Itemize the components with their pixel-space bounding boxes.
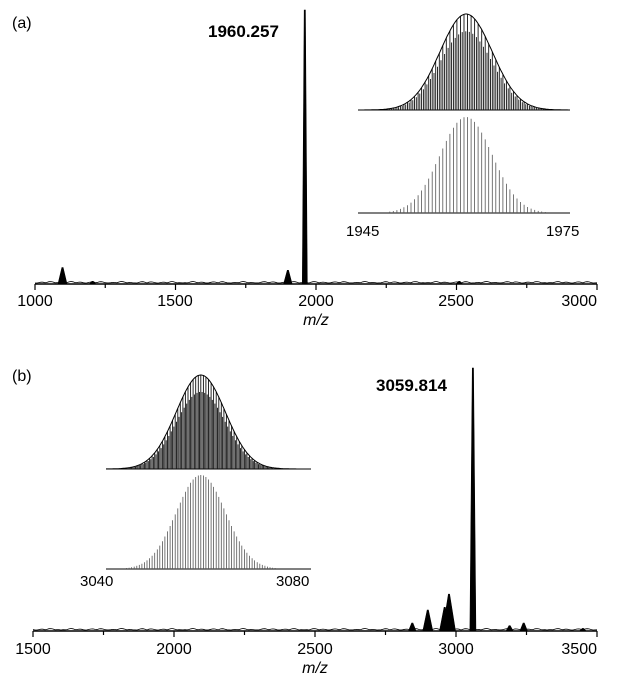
panel-b-tick-label-3000: 3000 (438, 641, 474, 658)
panel-b-tick-label-1500: 1500 (15, 641, 51, 658)
panel-a-x-axis-title: m/z (303, 312, 329, 329)
panel-a-tick-label-2500: 2500 (438, 293, 474, 310)
panel-a-main-peak-label: 1960.257 (208, 22, 279, 41)
panel-a-inset-simulated (358, 117, 570, 214)
panel-b-x-axis-title: m/z (302, 660, 328, 677)
isotope-envelope (106, 374, 311, 470)
panel-b-main-peak-label: 3059.814 (376, 376, 447, 395)
panel-b-label: (b) (12, 368, 32, 385)
spectrum-peak (505, 625, 514, 632)
panel-b-peaks (32, 367, 598, 632)
panel-b-tick-label-2000: 2000 (156, 641, 192, 658)
panel-b-inset-simulated (106, 475, 311, 570)
panel-b-inset-label-min: 3040 (80, 573, 113, 590)
panel-b-ticks (32, 631, 598, 637)
panel-a-inset-label-min: 1945 (346, 223, 379, 240)
panel-a-inset-experimental (358, 13, 570, 111)
panel-a-tick-label-1000: 1000 (17, 293, 53, 310)
panel-b-inset-label-max: 3080 (276, 573, 309, 590)
spectrum-peak (408, 622, 417, 632)
spectrum-peak (57, 267, 68, 285)
panel-b-inset-experimental (106, 374, 311, 470)
panel-a-tick-label-2000: 2000 (298, 293, 334, 310)
panel-b-tick-label-3500: 3500 (561, 641, 597, 658)
spectrum-peak (301, 9, 308, 285)
baseline-noise (32, 628, 598, 631)
panel-a-inset-label-max: 1975 (546, 223, 579, 240)
spectrum-peak (283, 270, 293, 285)
spectrum-peak (519, 622, 528, 632)
panel-a-label: (a) (12, 15, 32, 32)
spectrum-peak (442, 593, 456, 632)
baseline-noise (35, 281, 598, 284)
panel-a-tick-label-3000: 3000 (561, 293, 597, 310)
isotope-envelope (358, 13, 569, 111)
panel-a-ticks (34, 284, 598, 290)
panel-a-spectrum: (a) 1960.257 1000 1500 2000 2500 3000 m/… (12, 9, 598, 329)
spectrum-peak (88, 281, 97, 285)
spectrum-peak (469, 367, 477, 632)
panel-b-spectrum: (b) 3059.814 1500 2000 2500 3000 3500 m/… (12, 367, 598, 677)
panel-a-tick-label-1500: 1500 (157, 293, 193, 310)
spectrum-peak (455, 281, 464, 285)
spectrum-peak (578, 628, 587, 632)
panel-b-tick-label-2500: 2500 (297, 641, 333, 658)
spectrum-peak (422, 609, 434, 632)
panel-a-peaks (35, 9, 598, 285)
